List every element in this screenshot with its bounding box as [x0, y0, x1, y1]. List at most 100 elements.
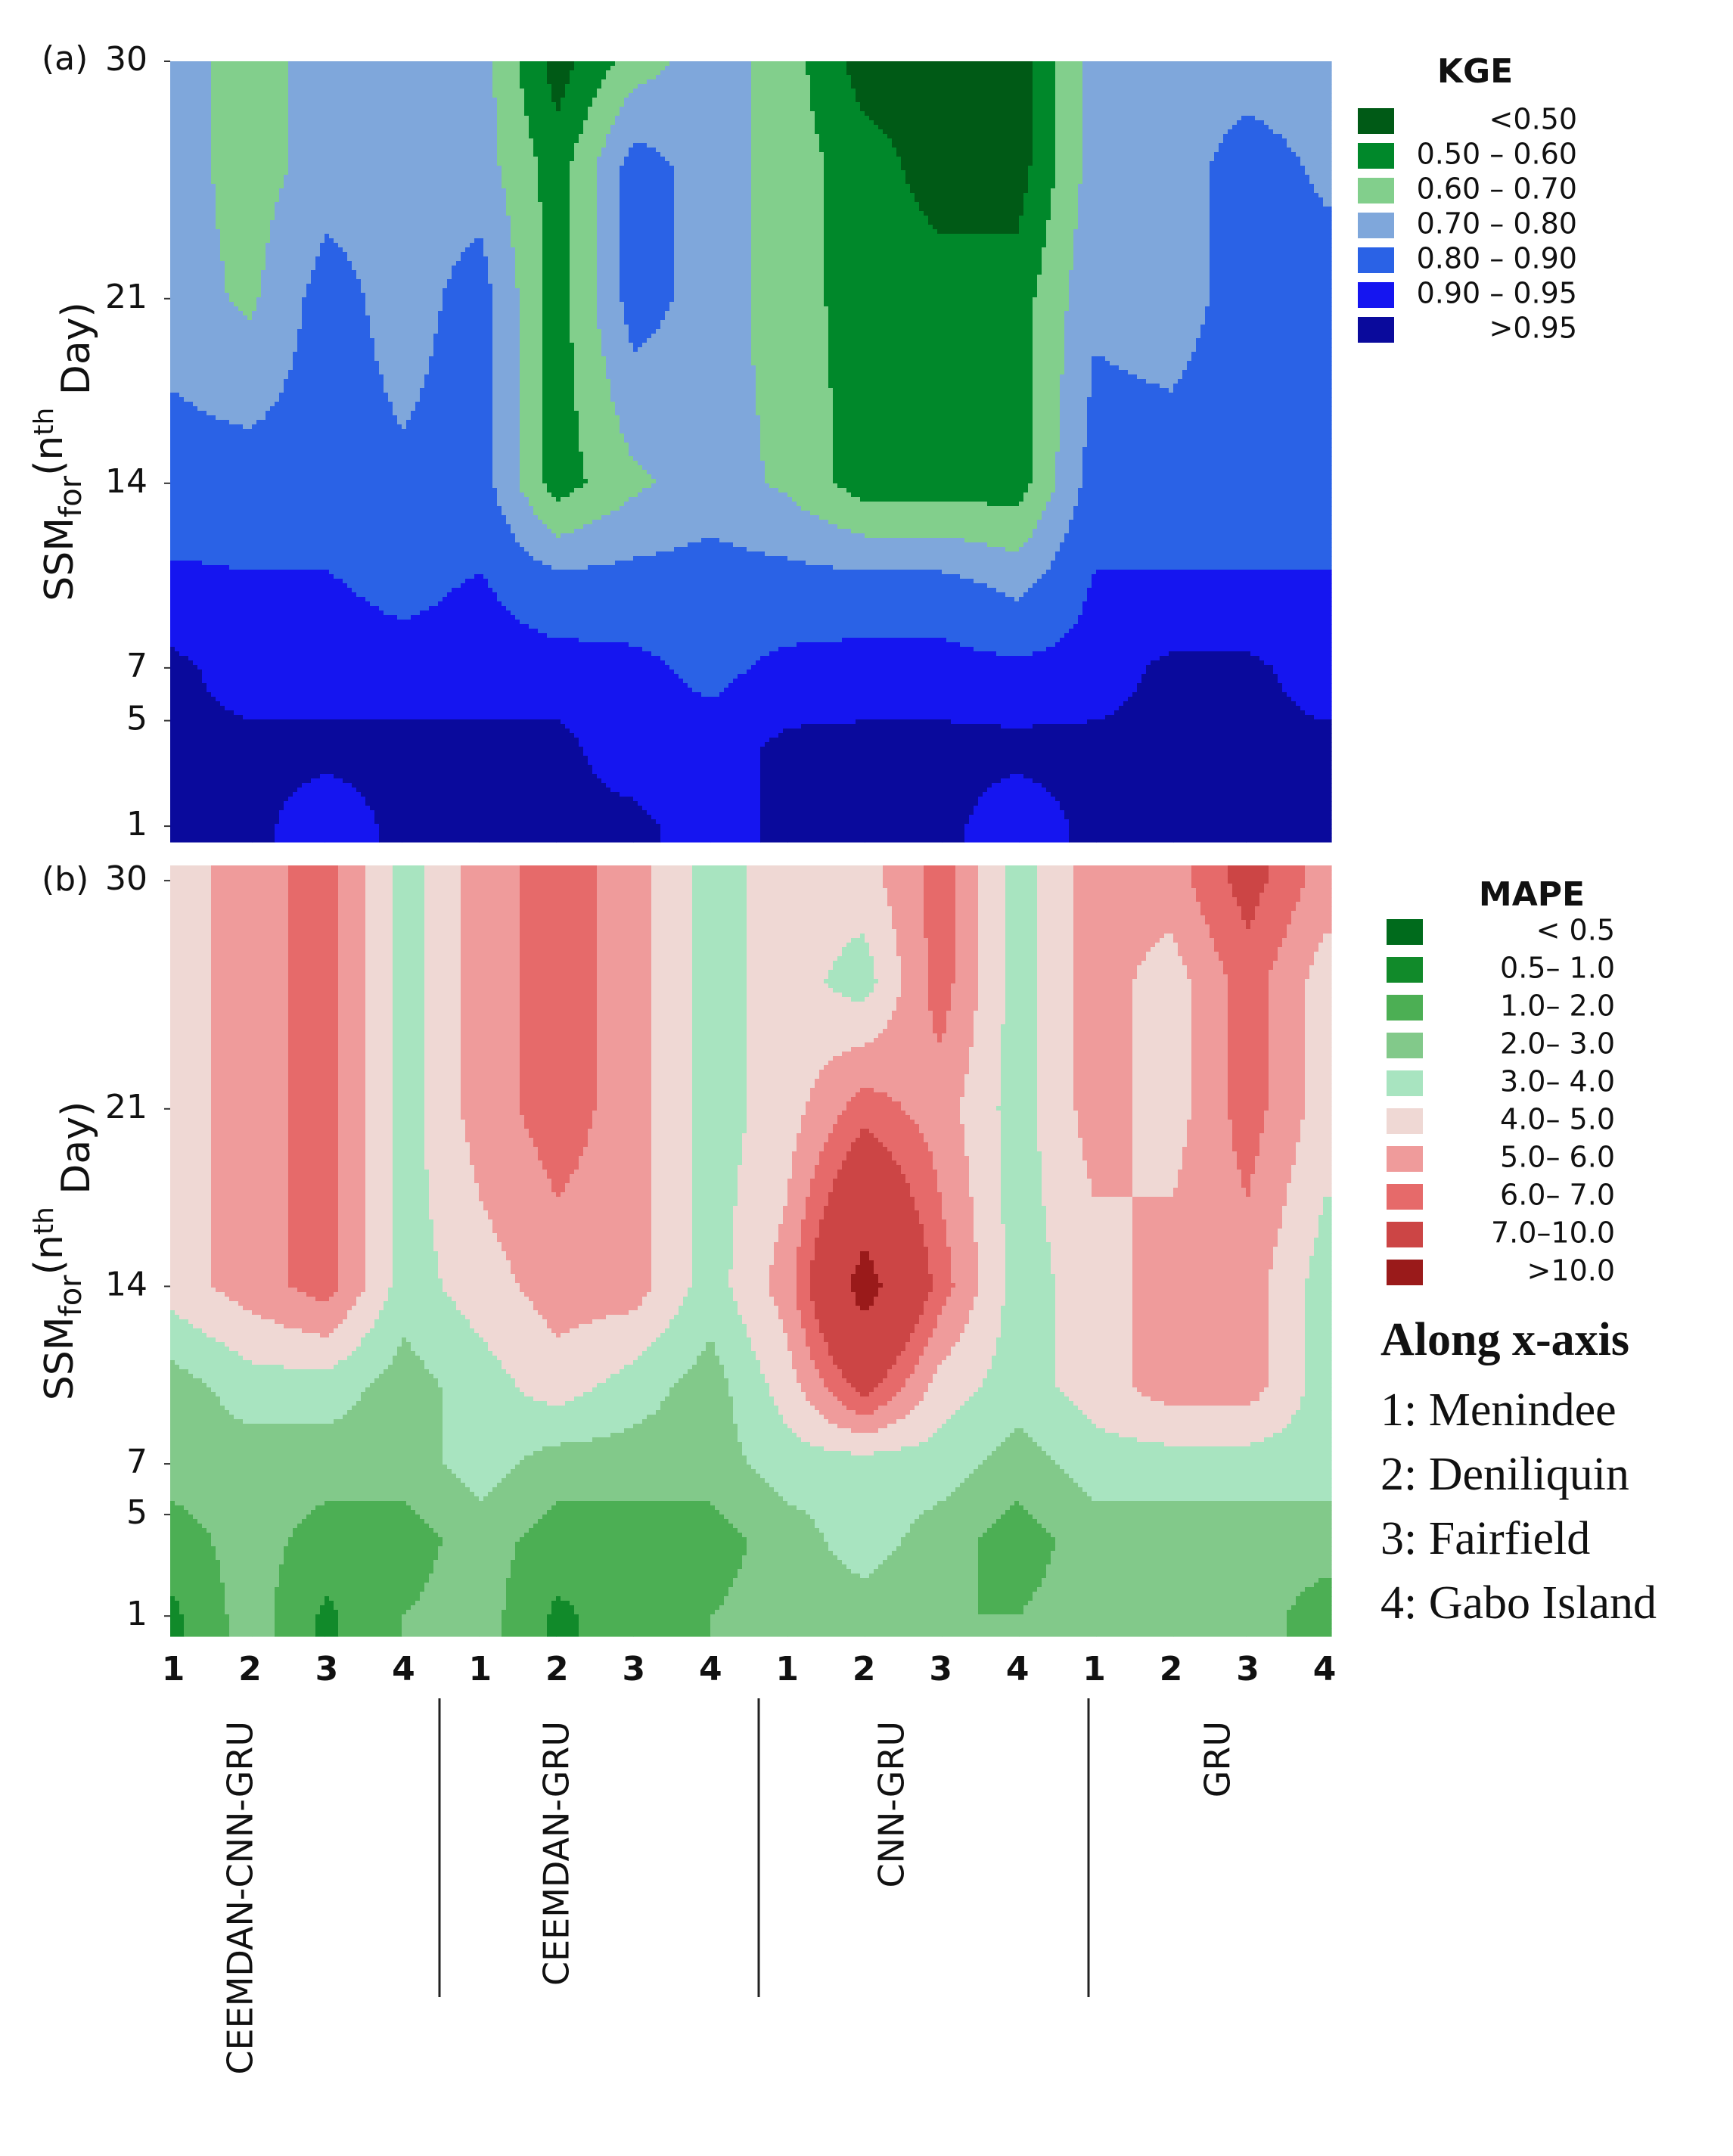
- contour-cell: [479, 719, 557, 725]
- contour-cell: [1037, 893, 1074, 898]
- contour-cell: [674, 247, 711, 253]
- contour-cell: [597, 234, 620, 239]
- contour-cell: [556, 447, 579, 452]
- contour-cell: [942, 547, 1006, 552]
- contour-cell: [633, 61, 670, 67]
- contour-cell: [325, 443, 402, 448]
- contour-cell: [542, 297, 557, 303]
- contour-cell: [556, 524, 584, 530]
- contour-cell: [542, 402, 557, 407]
- contour-cell: [1173, 783, 1247, 788]
- contour-cell: [583, 125, 611, 130]
- contour-cell: [325, 361, 380, 366]
- contour-cell: [1033, 429, 1061, 434]
- contour-cell: [1173, 893, 1197, 898]
- contour-cell: [1082, 111, 1097, 116]
- contour-cell: [865, 256, 943, 262]
- contour-cell: [942, 810, 974, 815]
- contour-cell: [1051, 492, 1079, 498]
- contour-cell: [1246, 483, 1332, 489]
- contour-cell: [488, 279, 516, 284]
- contour-cell: [402, 184, 480, 189]
- contour-cell: [424, 934, 461, 939]
- contour-cell: [1173, 411, 1247, 416]
- contour-cell: [1019, 188, 1029, 194]
- contour-cell: [556, 470, 584, 475]
- contour-cell: [1246, 288, 1332, 294]
- contour-cell: [325, 384, 384, 389]
- contour-cell: [325, 179, 402, 185]
- contour-cell: [1246, 338, 1332, 343]
- contour-cell: [674, 197, 711, 203]
- contour-cell: [1096, 938, 1160, 943]
- contour-cell: [365, 911, 393, 916]
- contour-cell: [433, 347, 480, 353]
- contour-cell: [1042, 515, 1074, 520]
- contour-cell: [492, 302, 520, 307]
- contour-cell: [393, 875, 402, 880]
- contour-cell: [1078, 502, 1097, 507]
- contour-cell: [674, 216, 711, 221]
- contour-cell: [751, 288, 788, 294]
- contour-cell: [1046, 243, 1074, 248]
- contour-cell: [1019, 452, 1033, 457]
- contour-cell: [787, 161, 825, 166]
- contour-cell: [1033, 379, 1061, 384]
- contour-cell: [225, 275, 253, 280]
- contour-cell: [1096, 411, 1174, 416]
- contour-cell: [751, 207, 788, 212]
- contour-cell: [1019, 102, 1033, 107]
- contour-cell: [1055, 61, 1083, 67]
- contour-cell: [479, 879, 520, 884]
- contour-cell: [542, 479, 557, 484]
- contour-cell: [1096, 220, 1174, 225]
- contour-cell: [479, 511, 502, 516]
- contour-cell: [606, 143, 634, 148]
- contour-cell: [570, 284, 598, 289]
- contour-cell: [787, 915, 865, 921]
- contour-cell: [747, 934, 788, 939]
- contour-cell: [570, 220, 598, 225]
- contour-cell: [633, 651, 652, 657]
- contour-cell: [1073, 934, 1097, 939]
- contour-cell: [252, 788, 298, 793]
- contour-cell: [710, 943, 747, 948]
- contour-cell: [461, 875, 480, 880]
- contour-cell: [865, 266, 943, 271]
- contour-cell: [1073, 870, 1097, 875]
- contour-cell: [542, 229, 557, 235]
- contour-cell: [787, 833, 865, 838]
- contour-cell: [1264, 884, 1306, 889]
- contour-cell: [170, 266, 225, 271]
- contour-cell: [1173, 306, 1206, 312]
- contour-cell: [1060, 424, 1088, 430]
- contour-cell: [1019, 542, 1024, 548]
- contour-cell: [942, 828, 965, 834]
- contour-cell: [1173, 384, 1247, 389]
- contour-cell: [556, 669, 634, 675]
- contour-cell: [1019, 284, 1038, 289]
- contour-cell: [1255, 906, 1297, 912]
- contour-cell: [538, 193, 557, 198]
- contour-cell: [620, 193, 634, 198]
- contour-cell: [325, 751, 402, 756]
- contour-cell: [402, 879, 425, 884]
- contour-cell: [402, 111, 480, 116]
- contour-cell: [1019, 633, 1065, 638]
- contour-cell: [828, 334, 865, 339]
- contour-cell: [1055, 107, 1083, 112]
- contour-cell: [751, 302, 788, 307]
- contour-cell: [479, 452, 493, 457]
- contour-cell: [1028, 175, 1056, 180]
- contour-cell: [1246, 915, 1256, 921]
- contour-cell: [542, 234, 557, 239]
- contour-cell: [1037, 293, 1070, 298]
- contour-cell: [393, 411, 402, 416]
- contour-cell: [792, 497, 861, 502]
- contour-cell: [1296, 906, 1332, 912]
- contour-cell: [1173, 692, 1247, 697]
- contour-cell: [751, 361, 788, 366]
- contour-cell: [402, 701, 480, 707]
- contour-cell: [479, 220, 511, 225]
- contour-cell: [288, 166, 325, 171]
